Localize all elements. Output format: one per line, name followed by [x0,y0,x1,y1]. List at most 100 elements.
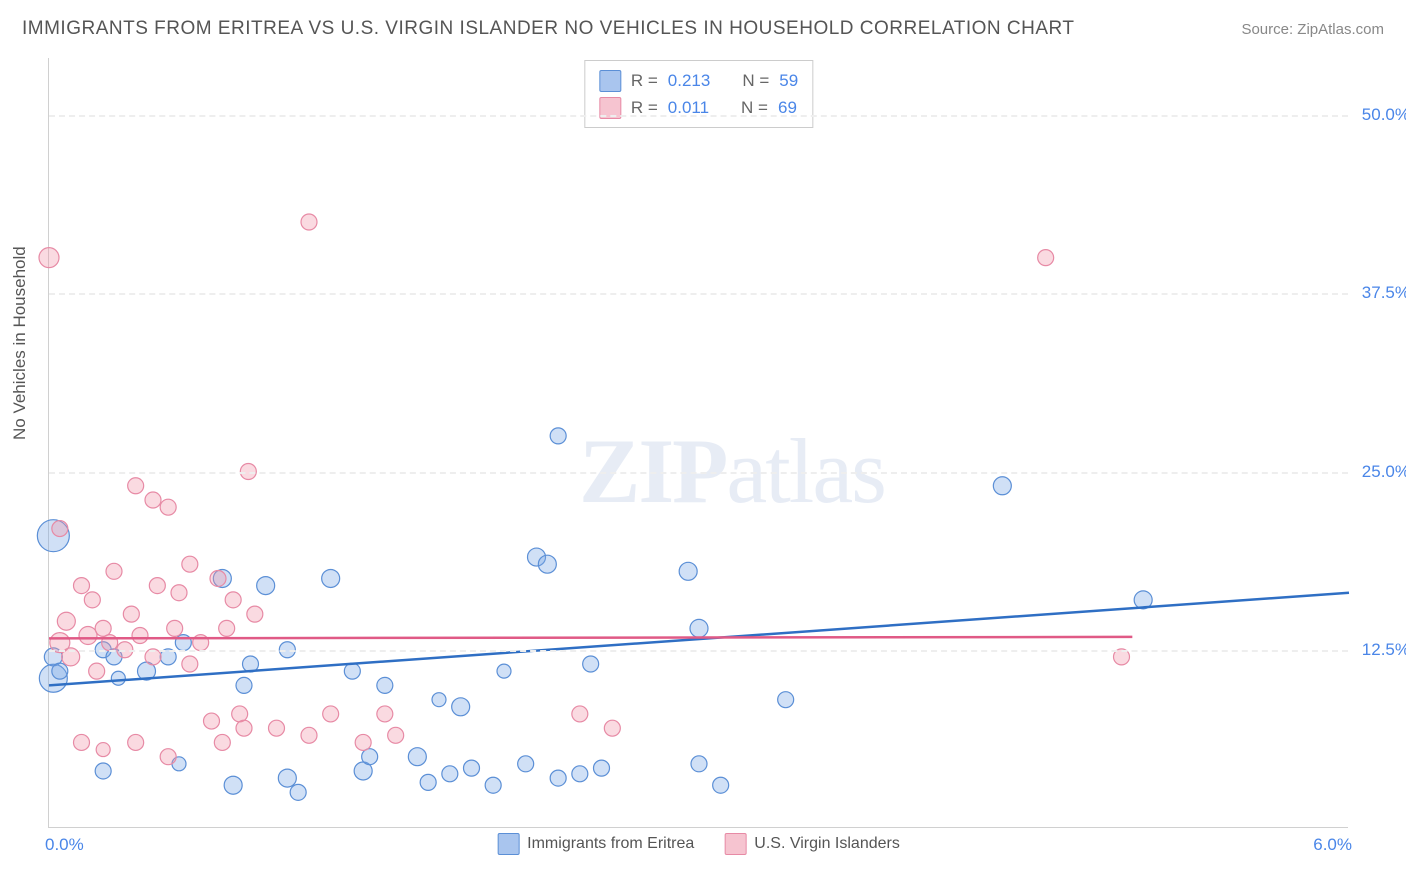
data-point [301,727,317,743]
data-point [713,777,729,793]
data-point [322,569,340,587]
legend-label: Immigrants from Eritrea [527,835,694,853]
data-point [594,760,610,776]
data-point [74,578,90,594]
scatter-plot [49,58,1348,827]
title-bar: IMMIGRANTS FROM ERITREA VS U.S. VIRGIN I… [22,18,1384,40]
chart-title: IMMIGRANTS FROM ERITREA VS U.S. VIRGIN I… [22,18,1075,40]
data-point [278,769,296,787]
data-point [452,698,470,716]
data-point [224,776,242,794]
data-point [442,766,458,782]
correlation-legend-row: R =0.213N =59 [599,67,798,94]
data-point [145,492,161,508]
data-point [132,628,148,644]
data-point [497,664,511,678]
series-legend: Immigrants from Eritrea U.S. Virgin Islan… [497,833,900,855]
legend-item: U.S. Virgin Islanders [724,833,900,855]
data-point [269,720,285,736]
data-point [232,706,248,722]
data-point [1038,250,1054,266]
y-tick-label: 50.0% [1362,105,1406,125]
data-point [993,477,1011,495]
n-value: 59 [779,67,798,94]
y-axis-label: No Vehicles in Household [10,246,30,440]
data-point [96,743,110,757]
correlation-legend: R =0.213N =59R =0.011N =69 [584,60,813,128]
data-point [182,556,198,572]
data-point [236,720,252,736]
data-point [464,760,480,776]
legend-swatch [724,833,746,855]
data-point [388,727,404,743]
gridline [49,472,1348,474]
gridline [49,115,1348,117]
data-point [57,612,75,630]
data-point [408,748,426,766]
data-point [214,734,230,750]
data-point [106,563,122,579]
x-tick-max: 6.0% [1313,835,1352,855]
data-point [323,706,339,722]
gridline [49,293,1348,295]
data-point [420,774,436,790]
legend-swatch [497,833,519,855]
data-point [111,671,125,685]
data-point [290,784,306,800]
correlation-legend-row: R =0.011N =69 [599,94,798,121]
data-point [225,592,241,608]
data-point [355,734,371,750]
legend-label: U.S. Virgin Islanders [754,835,900,853]
y-tick-label: 12.5% [1362,640,1406,660]
data-point [79,627,97,645]
data-point [171,585,187,601]
n-value: 69 [778,94,797,121]
data-point [572,706,588,722]
data-point [236,677,252,693]
data-point [167,620,183,636]
data-point [74,734,90,750]
data-point [182,656,198,672]
data-point [550,770,566,786]
data-point [123,606,139,622]
data-point [778,692,794,708]
data-point [538,555,556,573]
data-point [219,620,235,636]
chart-area: ZIPatlas R =0.213N =59R =0.011N =69 Immi… [48,58,1348,828]
data-point [604,720,620,736]
data-point [39,248,59,268]
source-label: Source: ZipAtlas.com [1241,21,1384,38]
data-point [128,734,144,750]
trend-line [49,637,1132,638]
data-point [52,521,68,537]
x-tick-min: 0.0% [45,835,84,855]
data-point [377,706,393,722]
data-point [518,756,534,772]
data-point [257,577,275,595]
data-point [89,663,105,679]
y-tick-label: 37.5% [1362,283,1406,303]
data-point [52,663,68,679]
data-point [247,606,263,622]
data-point [679,562,697,580]
data-point [84,592,100,608]
gridline [49,650,1348,652]
data-point [432,693,446,707]
data-point [210,570,226,586]
data-point [160,499,176,515]
data-point [377,677,393,693]
data-point [691,756,707,772]
data-point [572,766,588,782]
data-point [362,749,378,765]
data-point [95,763,111,779]
y-tick-label: 25.0% [1362,462,1406,482]
data-point [95,620,111,636]
data-point [128,478,144,494]
data-point [204,713,220,729]
legend-swatch [599,70,621,92]
data-point [160,749,176,765]
data-point [344,663,360,679]
data-point [690,619,708,637]
legend-item: Immigrants from Eritrea [497,833,694,855]
data-point [485,777,501,793]
